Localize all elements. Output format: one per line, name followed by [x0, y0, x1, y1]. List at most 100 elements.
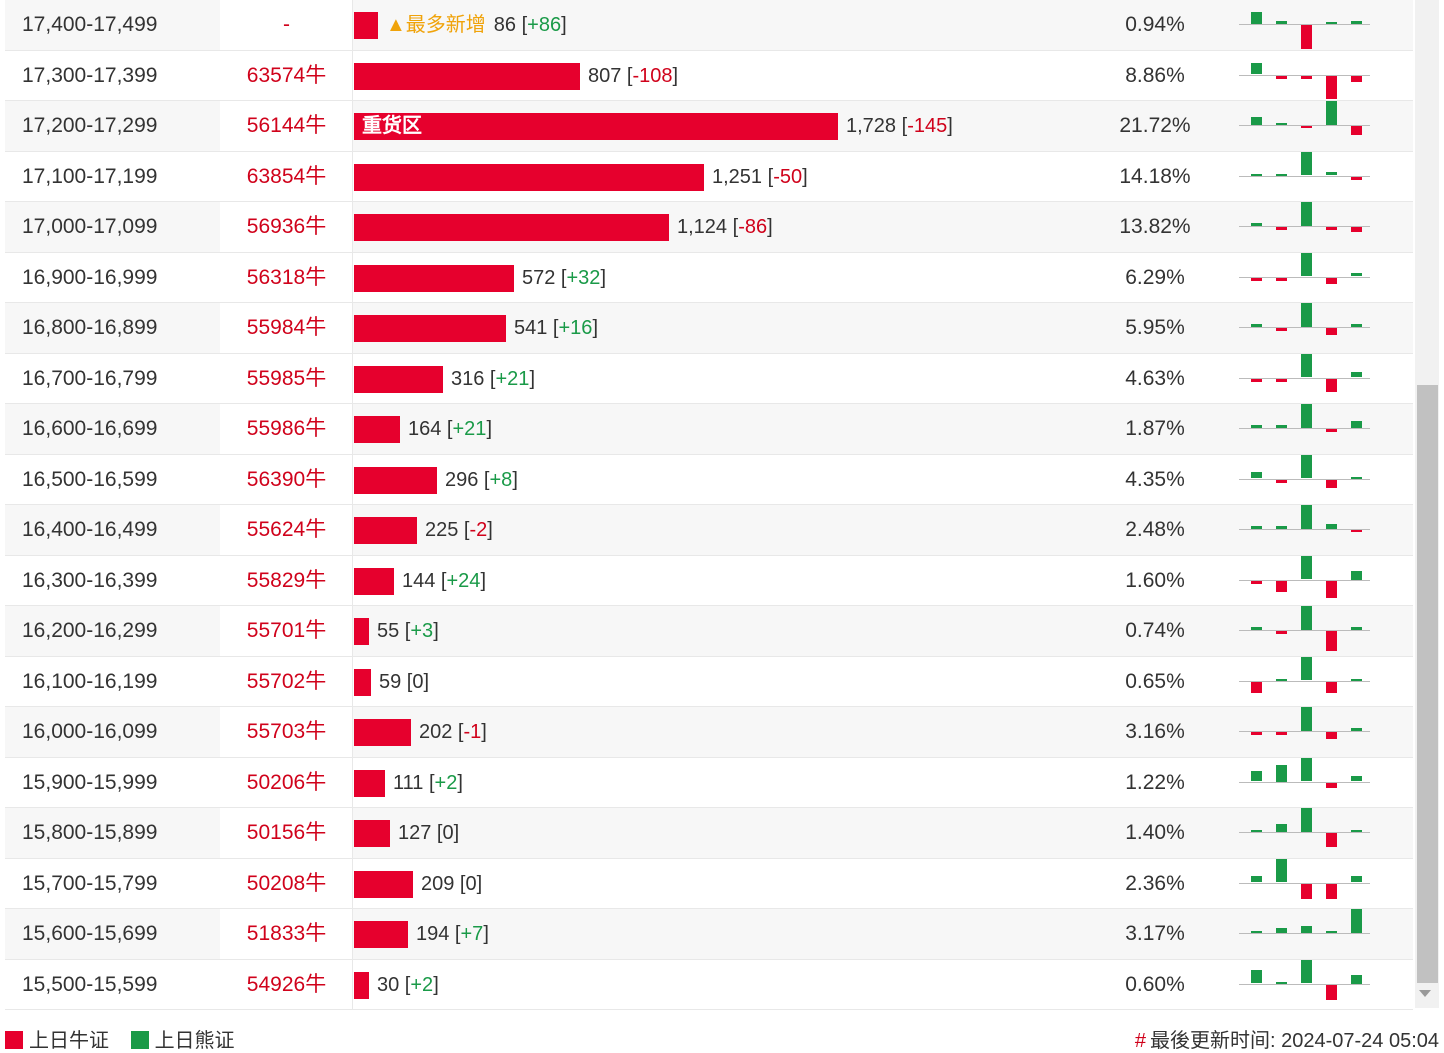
- sparkline-bar: [1251, 323, 1262, 327]
- warrant-code[interactable]: 55624牛: [220, 505, 353, 555]
- warrant-code[interactable]: 63854牛: [220, 151, 353, 201]
- percentage: 14.18%: [1119, 164, 1191, 188]
- volume-count: 194: [416, 923, 450, 945]
- sparkline-bar: [1301, 303, 1312, 327]
- volume-count: 59: [379, 670, 402, 693]
- bar-cell: 209 [0]: [352, 858, 1073, 908]
- scroll-down-arrow-icon[interactable]: [1419, 990, 1431, 997]
- warrant-code[interactable]: 63574牛: [220, 50, 353, 100]
- sparkline-bar: [1301, 202, 1312, 226]
- sparkline-bar: [1301, 505, 1312, 529]
- table-row: 16,400-16,499 55624牛 225 [-2] 2.48%: [5, 505, 1413, 556]
- sparkline-bar: [1326, 931, 1337, 933]
- table-row: 17,200-17,299 56144牛 重货区 1,728 [-145] 21.72%: [5, 101, 1413, 152]
- sparkline-bar: [1301, 454, 1312, 479]
- price-range: 17,200-17,299: [22, 114, 158, 137]
- legend-bear-label: 上日熊证: [154, 1030, 235, 1052]
- volume-bar: [354, 769, 385, 797]
- sparkline: [1237, 303, 1372, 353]
- bar-info: 55 [+3]: [377, 620, 439, 642]
- warrant-code[interactable]: 56936牛: [220, 202, 353, 252]
- warrant-code[interactable]: 55829牛: [220, 555, 353, 605]
- warrant-code[interactable]: 55702牛: [220, 656, 353, 706]
- sparkline-bar: [1276, 927, 1287, 933]
- volume-bar: [354, 416, 400, 443]
- volume-delta: +21: [495, 367, 530, 390]
- sparkline-bar: [1251, 580, 1262, 584]
- sparkline-bar: [1351, 727, 1362, 731]
- price-range: 16,700-16,799: [22, 366, 158, 390]
- volume-count: 807: [588, 64, 622, 87]
- warrant-code[interactable]: 56318牛: [220, 252, 353, 302]
- sparkline-bar: [1301, 883, 1312, 899]
- warrant-code[interactable]: 54926牛: [220, 959, 353, 1009]
- sparkline-bar: [1301, 353, 1312, 378]
- sparkline: [1237, 555, 1372, 606]
- volume-bar: [354, 214, 669, 241]
- warrant-code[interactable]: 50208牛: [220, 858, 353, 908]
- sparkline-bar: [1251, 222, 1262, 226]
- percentage: 4.35%: [1125, 467, 1185, 491]
- bar-cell: 164 [+21]: [352, 404, 1073, 454]
- sparkline-baseline: [1239, 24, 1370, 25]
- bar-info: 202 [-1]: [419, 721, 487, 743]
- percentage: 13.82%: [1119, 215, 1191, 238]
- legend: 上日牛证 上日熊证: [5, 1024, 251, 1053]
- volume-count: 1,124: [677, 216, 728, 238]
- sparkline-bar: [1301, 555, 1312, 580]
- volume-delta: +24: [446, 569, 481, 592]
- legend-bull: 上日牛证: [5, 1024, 109, 1053]
- scrollbar-thumb[interactable]: [1417, 385, 1438, 983]
- sparkline-baseline: [1239, 226, 1370, 227]
- volume-delta: +2: [434, 771, 458, 794]
- bar-info: 541 [+16]: [514, 317, 598, 339]
- sparkline-bar: [1276, 227, 1287, 231]
- warrant-code[interactable]: 55703牛: [220, 707, 353, 757]
- warrant-code[interactable]: 56144牛: [220, 101, 353, 151]
- volume-delta: +32: [566, 266, 601, 289]
- warrant-code[interactable]: -: [220, 0, 353, 50]
- sparkline-bar: [1351, 421, 1362, 428]
- sparkline: [1237, 606, 1372, 656]
- sparkline-bar: [1251, 626, 1262, 630]
- table-row: 15,600-15,699 51833牛 194 [+7] 3.17%: [5, 909, 1413, 960]
- volume-delta: +21: [452, 418, 487, 440]
- volume-bar: [354, 264, 514, 292]
- sparkline-bar: [1326, 75, 1337, 100]
- volume-bar: [354, 719, 411, 746]
- volume-bar: [354, 567, 394, 595]
- warrant-code[interactable]: 55701牛: [220, 606, 353, 656]
- warrant-code[interactable]: 55985牛: [220, 353, 353, 403]
- volume-count: 1,728: [846, 115, 897, 137]
- volume-count: 164: [408, 418, 442, 440]
- bar-cell: 541 [+16]: [352, 303, 1073, 353]
- price-range: 16,800-16,899: [22, 316, 158, 339]
- sparkline-baseline: [1239, 175, 1370, 177]
- warrant-code[interactable]: 55986牛: [220, 404, 353, 454]
- volume-bar: [354, 668, 371, 696]
- volume-bar: [354, 62, 580, 90]
- table-row: 16,200-16,299 55701牛 55 [+3] 0.74%: [5, 606, 1413, 657]
- warrant-code[interactable]: 50156牛: [220, 808, 353, 858]
- sparkline: [1237, 101, 1372, 151]
- warrant-code[interactable]: 56390牛: [220, 454, 353, 504]
- sparkline-bar: [1301, 25, 1312, 49]
- bar-cell: 1,251 [-50]: [352, 151, 1073, 201]
- sparkline-bar: [1251, 378, 1262, 382]
- sparkline-bar: [1251, 277, 1262, 281]
- sparkline: [1237, 909, 1372, 959]
- volume-delta: +2: [410, 973, 434, 996]
- warrant-code[interactable]: 51833牛: [220, 909, 353, 959]
- sparkline-bar: [1301, 926, 1312, 933]
- bar-info: 144 [+24]: [402, 569, 486, 592]
- sparkline-bar: [1251, 173, 1262, 176]
- volume-delta: +8: [489, 468, 513, 491]
- last-updated: # 最後更新时间: 2024-07-24 05:04: [1135, 1024, 1439, 1053]
- legend-bear: 上日熊证: [130, 1024, 235, 1053]
- sparkline-bar: [1351, 571, 1362, 580]
- price-range: 16,600-16,699: [22, 417, 158, 440]
- warrant-code[interactable]: 55984牛: [220, 303, 353, 353]
- warrant-code[interactable]: 50206牛: [220, 757, 353, 807]
- bar-info: ▲最多新增 86 [+86]: [386, 14, 567, 36]
- sparkline-baseline: [1239, 680, 1370, 682]
